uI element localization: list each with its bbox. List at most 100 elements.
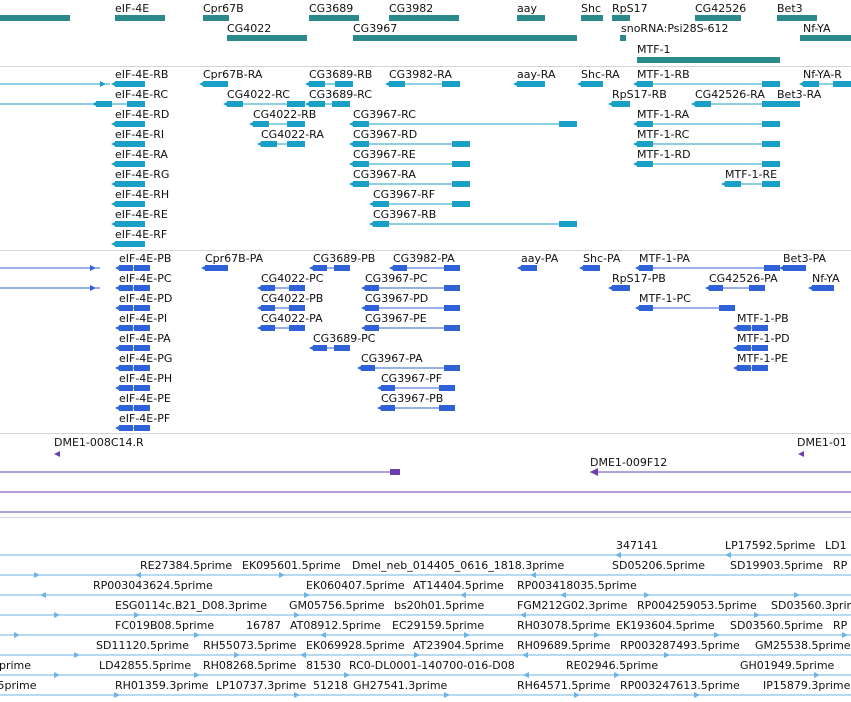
clone-end-marker[interactable] (54, 451, 60, 457)
protein-model-exon[interactable] (119, 285, 133, 291)
protein-model-exon[interactable] (289, 325, 305, 331)
transcript-model-strand-arrow[interactable] (111, 121, 117, 127)
protein-model-exon[interactable] (709, 285, 723, 291)
protein-model-exon[interactable] (134, 425, 150, 431)
est-label[interactable]: ESG0114c.B21_D08.3prime (115, 599, 268, 612)
transcript-model-exon[interactable] (585, 81, 603, 87)
transcript-model-exon[interactable] (803, 81, 819, 87)
est-label[interactable]: RP003418035.5prime (517, 579, 637, 592)
est-arrow[interactable] (74, 652, 80, 658)
transcript-model-exon[interactable] (115, 141, 131, 147)
est-arrow[interactable] (294, 612, 300, 618)
transcript-model-exon[interactable] (353, 181, 369, 187)
transcript-model-strand-arrow[interactable] (369, 221, 375, 227)
transcript-model-exon[interactable] (452, 141, 470, 147)
transcript-label[interactable]: CG3982-RA (389, 68, 452, 81)
protein-model-strand-arrow[interactable] (357, 365, 363, 371)
est-arrow[interactable] (794, 592, 800, 598)
protein-label[interactable]: Shc-PA (583, 252, 621, 265)
transcript-model-exon[interactable] (96, 101, 110, 107)
protein-label[interactable]: CG3689-PC (313, 332, 376, 345)
transcript-label[interactable]: eIF-4E-RD (115, 108, 170, 121)
transcript-model-strand-arrow[interactable] (633, 141, 639, 147)
protein-model-strand-arrow[interactable] (608, 285, 614, 291)
transcript-model-exon[interactable] (637, 161, 653, 167)
protein-label[interactable]: CG3982-PA (393, 252, 455, 265)
transcript-model-strand-arrow[interactable] (111, 241, 117, 247)
est-label[interactable]: LD1 (825, 539, 847, 552)
protein-model-strand-arrow[interactable] (115, 405, 121, 411)
transcript-model-exon[interactable] (452, 201, 470, 207)
transcript-label[interactable]: Bet3-RA (777, 88, 822, 101)
transcript-model-strand-arrow[interactable] (223, 101, 229, 107)
transcript-model-exon[interactable] (127, 141, 145, 147)
clone-label[interactable]: DME1-008C14.R (54, 436, 144, 449)
protein-model-exon[interactable] (639, 305, 653, 311)
transcript-model-exon[interactable] (527, 81, 545, 87)
est-label[interactable]: RE27384.5prime (140, 559, 233, 572)
est-arrow[interactable] (344, 672, 350, 678)
protein-model-exon[interactable] (119, 325, 133, 331)
protein-label[interactable]: CG4022-PC (261, 272, 324, 285)
transcript-model-exon[interactable] (115, 181, 131, 187)
transcript-label[interactable]: eIF-4E-RC (115, 88, 169, 101)
transcript-model-exon[interactable] (309, 101, 325, 107)
est-arrow[interactable] (522, 652, 528, 658)
protein-label[interactable]: CG3689-PB (313, 252, 376, 265)
gene-MTF-1-label[interactable]: MTF-1 (637, 43, 671, 56)
est-label[interactable]: EK193604.5prime (616, 619, 715, 632)
protein-model-exon[interactable] (119, 425, 133, 431)
est-arrow[interactable] (694, 692, 700, 698)
est-label[interactable]: RP003043624.5prime (93, 579, 213, 592)
protein-model-strand-arrow[interactable] (733, 325, 739, 331)
transcript-label[interactable]: CG4022-RB (253, 108, 317, 121)
est-arrow[interactable] (614, 672, 620, 678)
protein-model-strand-arrow[interactable] (115, 365, 121, 371)
transcript-model-strand-arrow[interactable] (249, 121, 255, 127)
transcript-model-exon[interactable] (833, 81, 851, 87)
transcript-label[interactable]: Shc-RA (581, 68, 620, 81)
protein-model-exon[interactable] (719, 305, 735, 311)
transcript-model-exon[interactable] (127, 101, 145, 107)
est-label[interactable]: GM05756.5prime (289, 599, 385, 612)
protein-model-exon[interactable] (393, 265, 407, 271)
transcript-model-strand-arrow[interactable] (633, 81, 639, 87)
est-arrow[interactable] (194, 632, 200, 638)
protein-label[interactable]: CG3967-PB (381, 392, 444, 405)
protein-model-strand-arrow[interactable] (90, 265, 96, 271)
protein-label[interactable]: Bet3-PA (783, 252, 827, 265)
transcript-model-exon[interactable] (373, 201, 389, 207)
protein-model-exon[interactable] (365, 325, 379, 331)
protein-label[interactable]: CG3967-PE (365, 312, 427, 325)
protein-label[interactable]: MTF-1-PB (737, 312, 789, 325)
protein-label[interactable]: MTF-1-PD (737, 332, 790, 345)
protein-model-exon[interactable] (212, 265, 228, 271)
protein-label[interactable]: CG3967-PC (365, 272, 428, 285)
protein-model-exon[interactable] (444, 305, 460, 311)
transcript-model-strand-arrow[interactable] (349, 141, 355, 147)
est-arrow[interactable] (134, 612, 140, 618)
est-arrow[interactable] (194, 672, 200, 678)
est-arrow[interactable] (523, 672, 529, 678)
protein-model-strand-arrow[interactable] (115, 385, 121, 391)
clone-end-block[interactable] (390, 469, 400, 475)
gene-Shc-bar[interactable] (581, 15, 603, 21)
transcript-model-strand-arrow[interactable] (111, 221, 117, 227)
est-label[interactable]: SD19903.5prime (730, 559, 823, 572)
transcript-model-strand-arrow[interactable] (349, 121, 355, 127)
gene-Cpr67B-label[interactable]: Cpr67B (203, 2, 244, 15)
transcript-model-strand-arrow[interactable] (691, 101, 697, 107)
transcript-model-strand-arrow[interactable] (111, 201, 117, 207)
est-label[interactable]: RH64571.5prime (517, 679, 611, 692)
transcript-model-exon[interactable] (353, 161, 369, 167)
gene-CG4022-bar[interactable] (227, 35, 307, 41)
est-label[interactable]: GH01949.5prime (740, 659, 835, 672)
transcript-model-strand-arrow[interactable] (257, 141, 263, 147)
protein-model-exon[interactable] (444, 325, 460, 331)
protein-model-strand-arrow[interactable] (389, 265, 395, 271)
transcript-model-exon[interactable] (253, 121, 269, 127)
protein-label[interactable]: CG4022-PA (261, 312, 323, 325)
est-label[interactable]: LP17592.5prime (725, 539, 816, 552)
est-arrow[interactable] (444, 692, 450, 698)
